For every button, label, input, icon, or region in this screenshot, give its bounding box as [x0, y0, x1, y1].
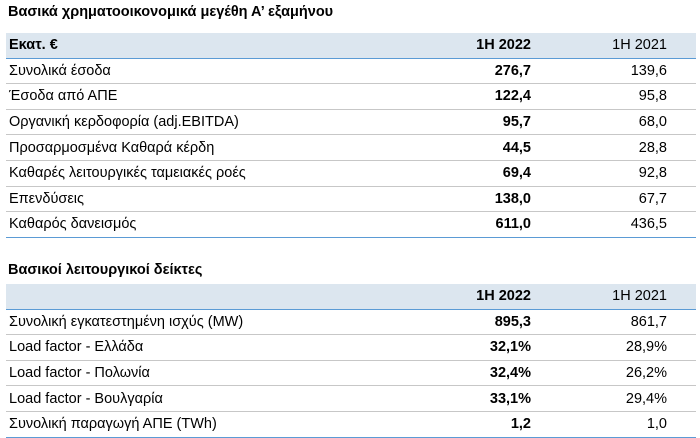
row-label: Καθαρός δανεισμός: [9, 216, 137, 233]
table-row: Έσοδα από ΑΠΕ 122,4 95,8: [6, 84, 696, 110]
header-previous-period: 1Η 2021: [612, 288, 667, 305]
header-current-period: 1Η 2022: [476, 37, 531, 54]
table-row: Load factor - Πολωνία 32,4% 26,2%: [6, 361, 696, 387]
row-label: Συνολικά έσοδα: [9, 62, 111, 79]
table-row: Καθαρός δανεισμός 611,0 436,5: [6, 212, 696, 238]
row-current-value: 69,4: [502, 165, 531, 182]
header-previous-period: 1Η 2021: [612, 37, 667, 54]
row-current-value: 33,1%: [489, 390, 531, 407]
row-current-value: 276,7: [494, 62, 531, 79]
table-header-row: 1Η 2022 1Η 2021: [6, 284, 696, 310]
row-label: Έσοδα από ΑΠΕ: [9, 88, 118, 105]
row-label: Επενδύσεις: [9, 190, 85, 207]
row-previous-value: 436,5: [630, 216, 667, 233]
row-current-value: 44,5: [502, 139, 531, 156]
table-row: Συνολικά έσοδα 276,7 139,6: [6, 59, 696, 85]
row-label: Load factor - Βουλγαρία: [9, 390, 163, 407]
row-previous-value: 95,8: [638, 88, 667, 105]
row-previous-value: 67,7: [638, 190, 667, 207]
financials-title: Βασικά χρηματοοικονομικά μεγέθη Α’ εξαμή…: [8, 4, 334, 20]
row-current-value: 138,0: [494, 190, 531, 207]
row-current-value: 32,4%: [489, 365, 531, 382]
operational-table: 1Η 2022 1Η 2021 Συνολική εγκατεστημένη ι…: [6, 284, 696, 438]
table-header-row: Εκατ. € 1Η 2022 1Η 2021: [6, 33, 696, 59]
row-current-value: 895,3: [494, 313, 531, 330]
financials-table: Εκατ. € 1Η 2022 1Η 2021 Συνολικά έσοδα 2…: [6, 33, 696, 238]
row-label: Συνολική παραγωγή ΑΠΕ (TWh): [9, 416, 217, 433]
row-previous-value: 139,6: [630, 62, 667, 79]
table-row: Συνολική παραγωγή ΑΠΕ (TWh) 1,2 1,0: [6, 412, 696, 438]
row-previous-value: 28,9%: [625, 339, 667, 356]
row-current-value: 122,4: [494, 88, 531, 105]
row-label: Load factor - Ελλάδα: [9, 339, 144, 356]
row-current-value: 32,1%: [489, 339, 531, 356]
header-unit-label: Εκατ. €: [9, 37, 58, 54]
table-row: Συνολική εγκατεστημένη ισχύς (MW) 895,3 …: [6, 310, 696, 336]
row-label: Οργανική κερδοφορία (adj.EBITDA): [9, 114, 239, 131]
row-label: Συνολική εγκατεστημένη ισχύς (MW): [9, 313, 244, 330]
table-row: Επενδύσεις 138,0 67,7: [6, 187, 696, 213]
row-previous-value: 68,0: [638, 114, 667, 131]
header-current-period: 1Η 2022: [476, 288, 531, 305]
table-row: Load factor - Ελλάδα 32,1% 28,9%: [6, 335, 696, 361]
row-previous-value: 1,0: [646, 416, 667, 433]
row-current-value: 611,0: [495, 216, 532, 233]
table-row: Καθαρές λειτουργικές ταμειακές ροές 69,4…: [6, 161, 696, 187]
table-row: Load factor - Βουλγαρία 33,1% 29,4%: [6, 386, 696, 412]
row-label: Load factor - Πολωνία: [9, 365, 150, 382]
row-current-value: 95,7: [502, 114, 531, 131]
row-previous-value: 28,8: [638, 139, 667, 156]
row-current-value: 1,2: [510, 416, 531, 433]
table-row: Προσαρμοσμένα Καθαρά κέρδη 44,5 28,8: [6, 135, 696, 161]
row-previous-value: 92,8: [638, 165, 667, 182]
table-row: Οργανική κερδοφορία (adj.EBITDA) 95,7 68…: [6, 110, 696, 136]
row-previous-value: 861,7: [630, 313, 667, 330]
operational-title: Βασικοί λειτουργικοί δείκτες: [8, 262, 203, 278]
row-label: Καθαρές λειτουργικές ταμειακές ροές: [9, 165, 246, 182]
row-label: Προσαρμοσμένα Καθαρά κέρδη: [9, 139, 215, 156]
row-previous-value: 29,4%: [625, 390, 667, 407]
row-previous-value: 26,2%: [625, 365, 667, 382]
